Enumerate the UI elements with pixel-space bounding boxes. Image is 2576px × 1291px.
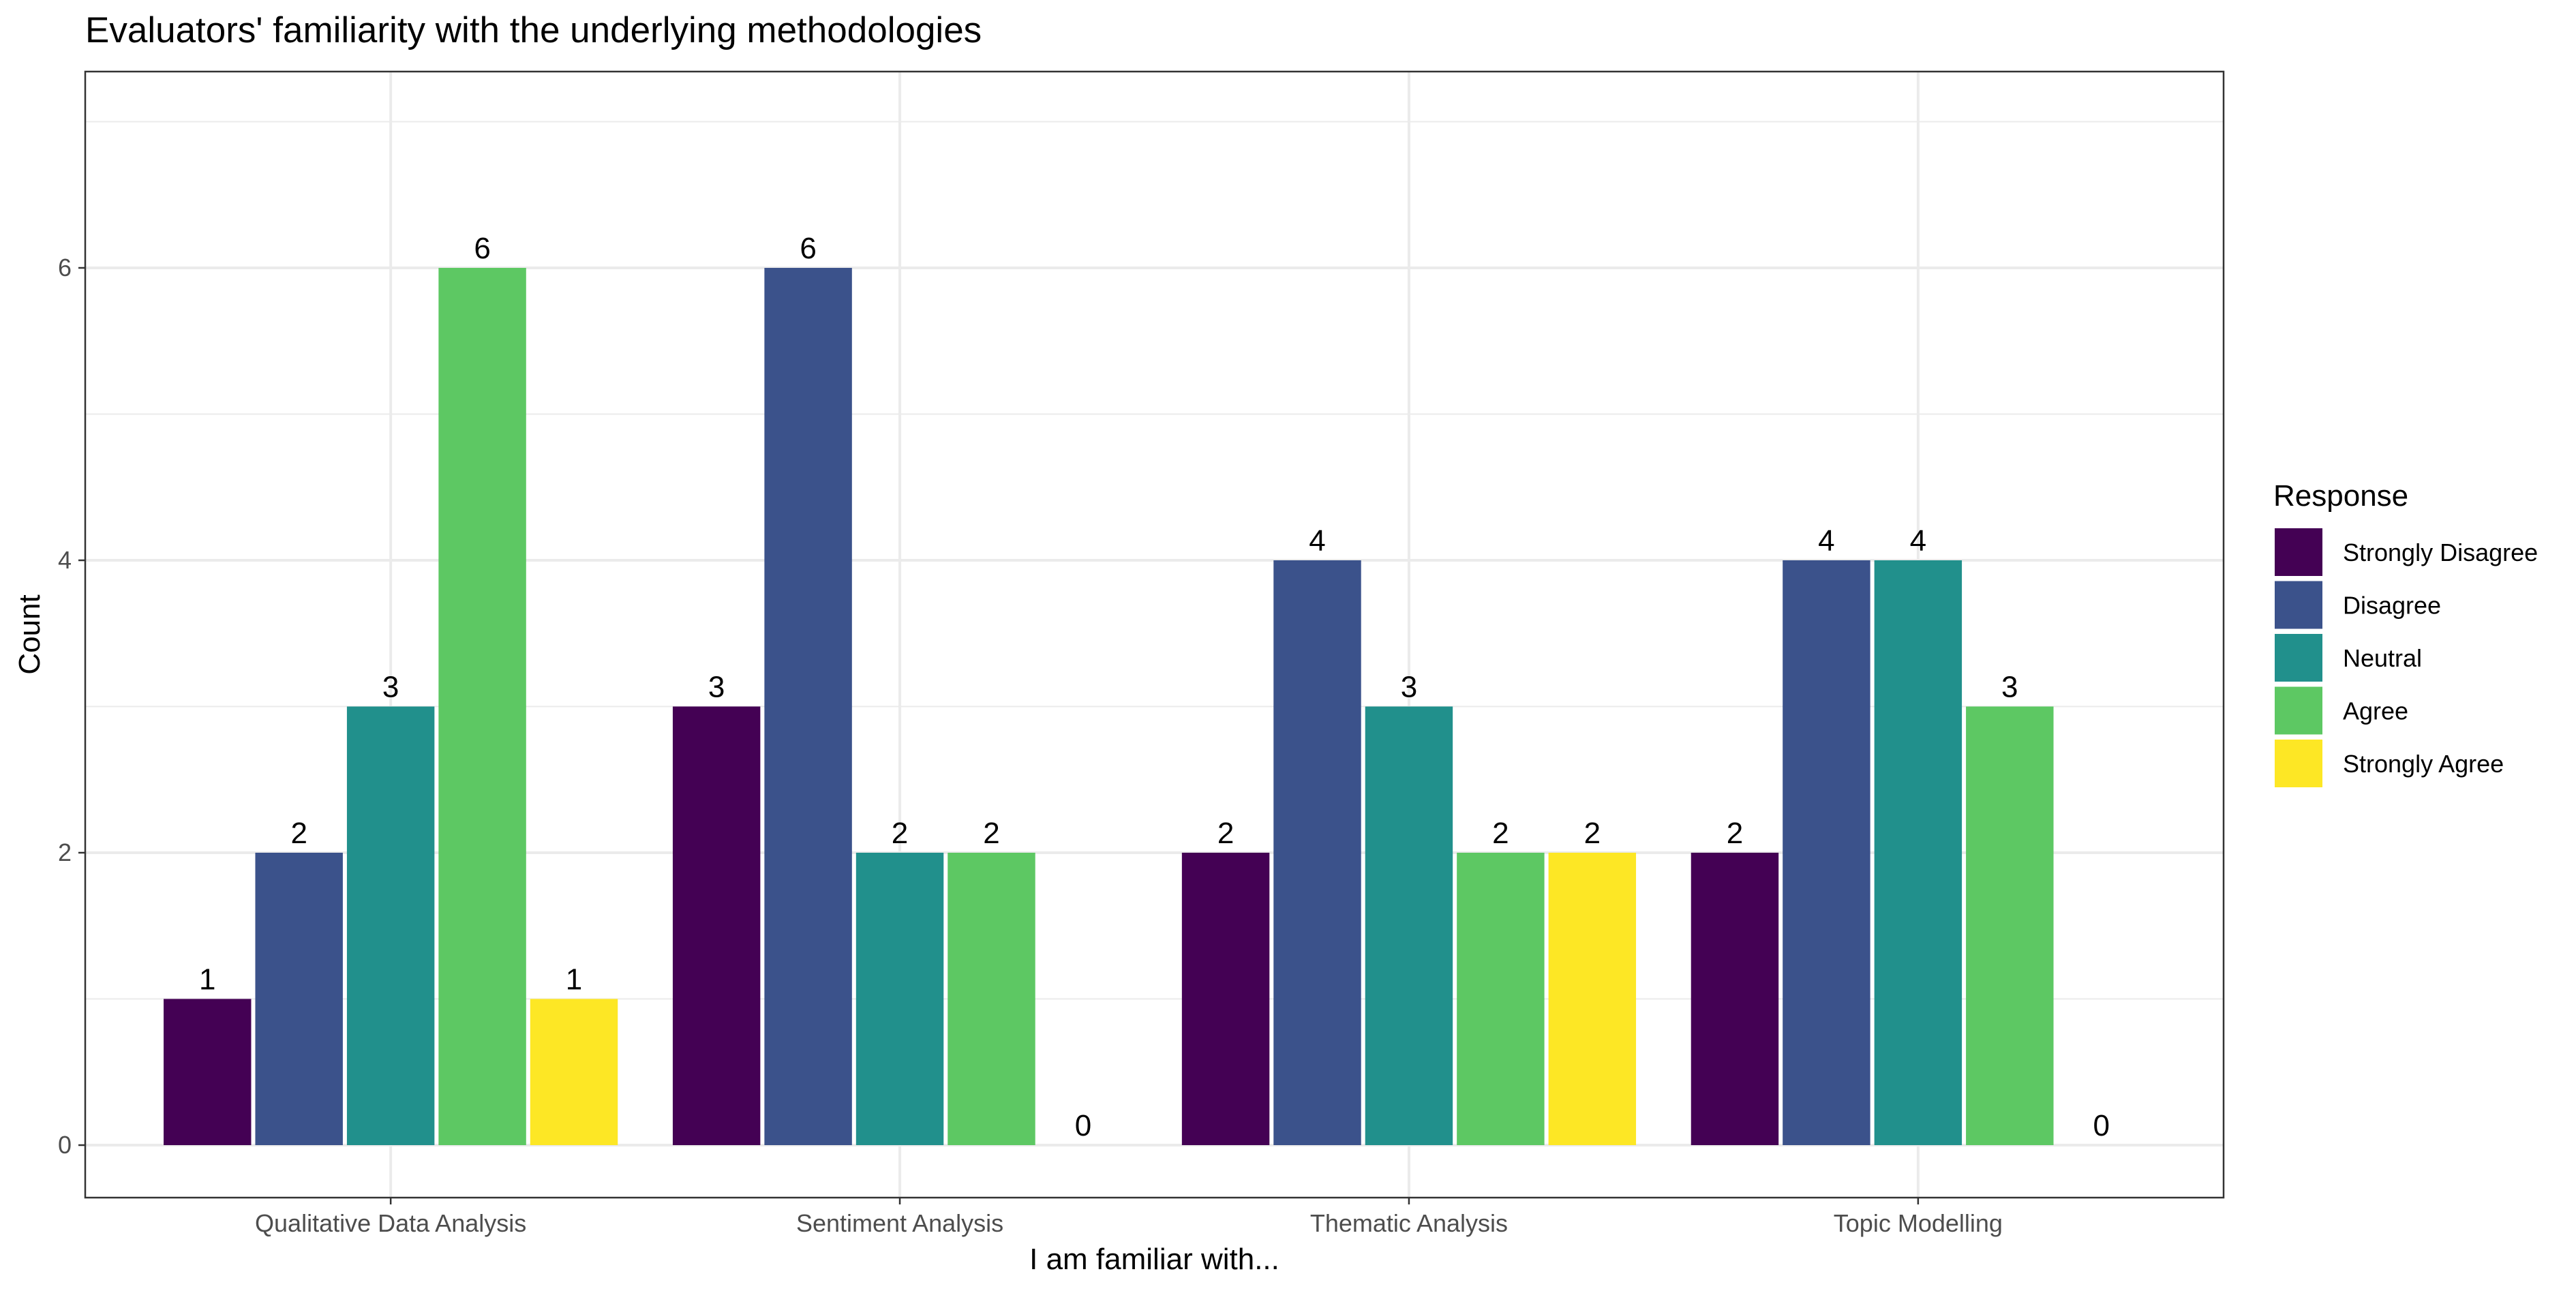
legend-label: Strongly Agree: [2343, 750, 2504, 778]
bar-value-label: 3: [2001, 671, 2018, 704]
bar-value-label: 2: [983, 817, 999, 850]
bar: [764, 268, 852, 1145]
bar-value-label: 6: [474, 232, 490, 265]
legend-title: Response: [2273, 479, 2408, 513]
bar-value-label: 0: [2093, 1109, 2110, 1142]
bar-value-label: 2: [1727, 817, 1743, 850]
y-tick-label: 2: [58, 838, 72, 866]
bar-value-label: 2: [892, 817, 908, 850]
x-tick-label: Sentiment Analysis: [796, 1209, 1003, 1237]
bar-value-label: 2: [1584, 817, 1601, 850]
legend-key: [2275, 528, 2322, 576]
plot-panel-border: [84, 70, 2225, 1199]
bar-value-label: 4: [1910, 524, 1926, 558]
y-axis: 0 2 4 6: [58, 254, 85, 1159]
bar: [530, 999, 618, 1145]
bar: [855, 853, 944, 1145]
legend-key: [2275, 634, 2322, 682]
bar: [1874, 560, 1963, 1145]
bar: [1783, 560, 1870, 1145]
bar: [346, 706, 435, 1145]
bars: [164, 268, 2054, 1145]
bar: [672, 706, 761, 1145]
bar-value-label: 0: [1075, 1109, 1091, 1142]
x-tick-label: Thematic Analysis: [1310, 1209, 1508, 1237]
legend-label: Neutral: [2343, 644, 2422, 672]
bar-value-label: 4: [1309, 524, 1325, 558]
bar-value-label: 2: [1492, 817, 1509, 850]
bar: [1548, 853, 1637, 1145]
y-axis-title: Count: [13, 594, 46, 674]
y-tick-label: 6: [58, 254, 72, 282]
x-tick-label: Qualitative Data Analysis: [255, 1209, 526, 1237]
legend-key: [2275, 740, 2322, 787]
bar: [948, 853, 1035, 1145]
bar: [1966, 706, 2054, 1145]
bar: [255, 853, 343, 1145]
bar: [1181, 853, 1270, 1145]
legend: Response Strongly Disagree Disagree Neutra…: [2273, 479, 2538, 787]
bar: [1365, 706, 1453, 1145]
bar-value-label: 2: [1217, 817, 1234, 850]
bar: [1273, 560, 1361, 1145]
bar-value-label: 2: [290, 817, 307, 850]
bar: [1457, 853, 1545, 1145]
legend-key: [2275, 686, 2322, 735]
bar-value-label: 3: [708, 671, 725, 704]
bar-value-label: 1: [199, 963, 215, 997]
bar: [438, 268, 526, 1145]
bar-value-label: 6: [800, 232, 816, 265]
bar-value-label: 3: [1401, 671, 1417, 704]
bar-value-label: 4: [1818, 524, 1834, 558]
chart-title: Evaluators' familiarity with the underly…: [85, 10, 982, 50]
bar: [1691, 853, 1779, 1145]
x-axis: Qualitative Data Analysis Sentiment Analy…: [255, 1198, 2003, 1237]
legend-key: [2275, 581, 2322, 629]
x-axis-title: I am familiar with...: [1029, 1243, 1279, 1276]
x-tick-label: Topic Modelling: [1834, 1209, 2003, 1237]
bar-value-label: 3: [382, 671, 399, 704]
bar-labels: 1 3 2 2 2 6 4 4 3 2 3 4 6 2 2 3 1 0 2 0: [199, 232, 2110, 1142]
legend-label: Disagree: [2343, 592, 2441, 620]
bar-value-label: 1: [566, 963, 582, 997]
legend-label: Strongly Disagree: [2343, 538, 2538, 566]
y-tick-label: 0: [58, 1131, 72, 1159]
bar: [164, 999, 252, 1145]
y-tick-label: 4: [58, 546, 72, 574]
legend-label: Agree: [2343, 697, 2408, 725]
